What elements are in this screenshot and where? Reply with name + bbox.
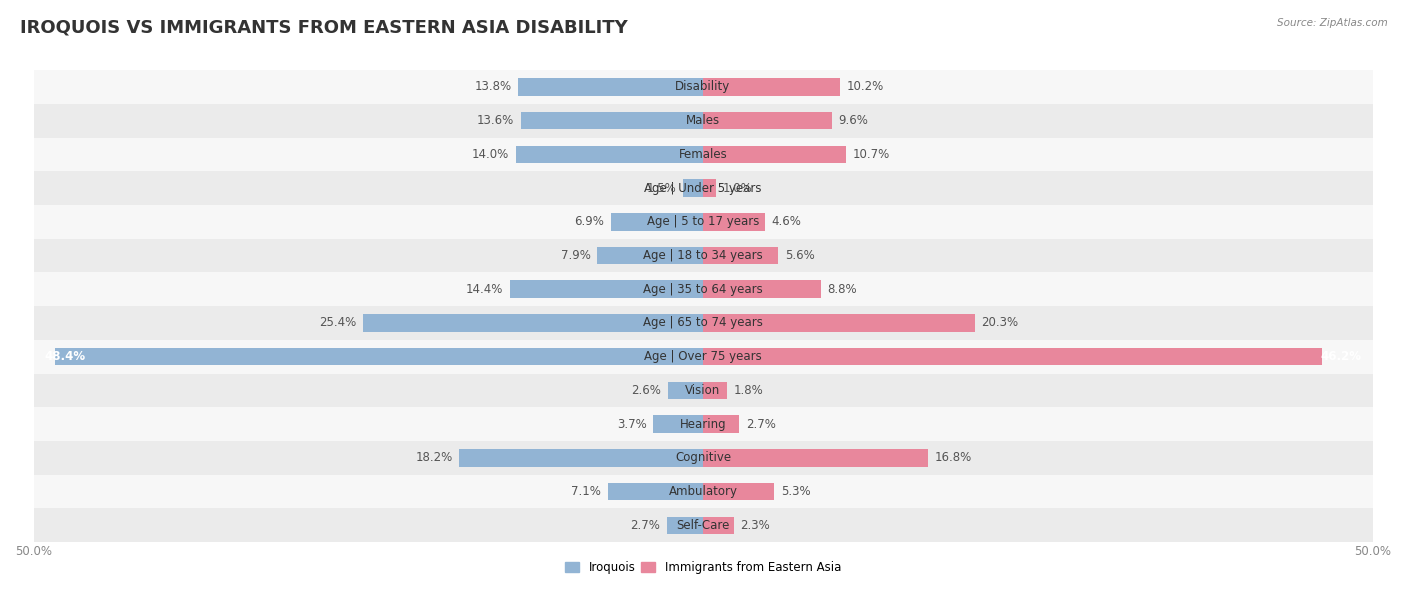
Text: 2.6%: 2.6% <box>631 384 661 397</box>
Text: 5.3%: 5.3% <box>780 485 810 498</box>
Bar <box>516 146 703 163</box>
Bar <box>34 239 1372 272</box>
Bar <box>703 382 727 399</box>
Text: IROQUOIS VS IMMIGRANTS FROM EASTERN ASIA DISABILITY: IROQUOIS VS IMMIGRANTS FROM EASTERN ASIA… <box>20 18 627 36</box>
Bar <box>668 382 703 399</box>
Bar <box>34 306 1372 340</box>
Text: 48.4%: 48.4% <box>44 350 86 363</box>
Bar <box>510 280 703 298</box>
Text: 18.2%: 18.2% <box>415 451 453 465</box>
Bar <box>703 247 778 264</box>
Bar <box>703 449 928 466</box>
Bar <box>703 314 974 332</box>
Text: Age | 18 to 34 years: Age | 18 to 34 years <box>643 249 763 262</box>
Text: 8.8%: 8.8% <box>828 283 858 296</box>
Bar <box>34 509 1372 542</box>
Text: 20.3%: 20.3% <box>981 316 1018 329</box>
Text: Disability: Disability <box>675 80 731 94</box>
Bar <box>703 348 1322 365</box>
Bar <box>703 78 839 95</box>
Text: 9.6%: 9.6% <box>838 114 868 127</box>
Bar <box>34 475 1372 509</box>
Text: 14.0%: 14.0% <box>471 148 509 161</box>
Text: 46.2%: 46.2% <box>1320 350 1362 363</box>
Bar <box>34 441 1372 475</box>
Text: Age | Over 75 years: Age | Over 75 years <box>644 350 762 363</box>
Bar <box>683 179 703 197</box>
Bar <box>703 146 846 163</box>
Text: 10.2%: 10.2% <box>846 80 883 94</box>
Bar <box>34 171 1372 205</box>
Bar <box>703 416 740 433</box>
Bar <box>34 138 1372 171</box>
Bar <box>363 314 703 332</box>
Bar <box>34 373 1372 407</box>
Bar <box>703 517 734 534</box>
Text: Females: Females <box>679 148 727 161</box>
Text: Age | 65 to 74 years: Age | 65 to 74 years <box>643 316 763 329</box>
Text: Source: ZipAtlas.com: Source: ZipAtlas.com <box>1277 18 1388 28</box>
Text: 6.9%: 6.9% <box>574 215 605 228</box>
Text: 1.0%: 1.0% <box>723 182 752 195</box>
Text: 16.8%: 16.8% <box>935 451 972 465</box>
Text: Ambulatory: Ambulatory <box>668 485 738 498</box>
Bar <box>34 104 1372 138</box>
Bar <box>703 483 773 501</box>
Text: Age | 35 to 64 years: Age | 35 to 64 years <box>643 283 763 296</box>
Bar <box>34 272 1372 306</box>
Text: 2.7%: 2.7% <box>745 417 776 431</box>
Bar <box>610 213 703 231</box>
Bar <box>519 78 703 95</box>
Bar <box>607 483 703 501</box>
Text: 14.4%: 14.4% <box>467 283 503 296</box>
Bar <box>55 348 703 365</box>
Text: 10.7%: 10.7% <box>853 148 890 161</box>
Bar <box>703 112 831 129</box>
Text: 7.9%: 7.9% <box>561 249 591 262</box>
Bar <box>34 340 1372 373</box>
Text: Hearing: Hearing <box>679 417 727 431</box>
Bar <box>34 70 1372 104</box>
Bar <box>666 517 703 534</box>
Text: 1.5%: 1.5% <box>647 182 676 195</box>
Text: 4.6%: 4.6% <box>772 215 801 228</box>
Bar <box>34 205 1372 239</box>
Text: Age | 5 to 17 years: Age | 5 to 17 years <box>647 215 759 228</box>
Text: 3.7%: 3.7% <box>617 417 647 431</box>
Text: 13.6%: 13.6% <box>477 114 515 127</box>
Bar <box>703 213 765 231</box>
Text: Self-Care: Self-Care <box>676 519 730 532</box>
Bar <box>34 407 1372 441</box>
Bar <box>520 112 703 129</box>
Bar <box>460 449 703 466</box>
Bar <box>654 416 703 433</box>
Bar <box>598 247 703 264</box>
Legend: Iroquois, Immigrants from Eastern Asia: Iroquois, Immigrants from Eastern Asia <box>560 556 846 579</box>
Text: Vision: Vision <box>685 384 721 397</box>
Text: 7.1%: 7.1% <box>571 485 602 498</box>
Text: Cognitive: Cognitive <box>675 451 731 465</box>
Text: 5.6%: 5.6% <box>785 249 814 262</box>
Text: Age | Under 5 years: Age | Under 5 years <box>644 182 762 195</box>
Text: 2.7%: 2.7% <box>630 519 661 532</box>
Bar <box>703 280 821 298</box>
Text: Males: Males <box>686 114 720 127</box>
Text: 2.3%: 2.3% <box>741 519 770 532</box>
Text: 25.4%: 25.4% <box>319 316 356 329</box>
Bar <box>703 179 717 197</box>
Text: 1.8%: 1.8% <box>734 384 763 397</box>
Text: 13.8%: 13.8% <box>474 80 512 94</box>
